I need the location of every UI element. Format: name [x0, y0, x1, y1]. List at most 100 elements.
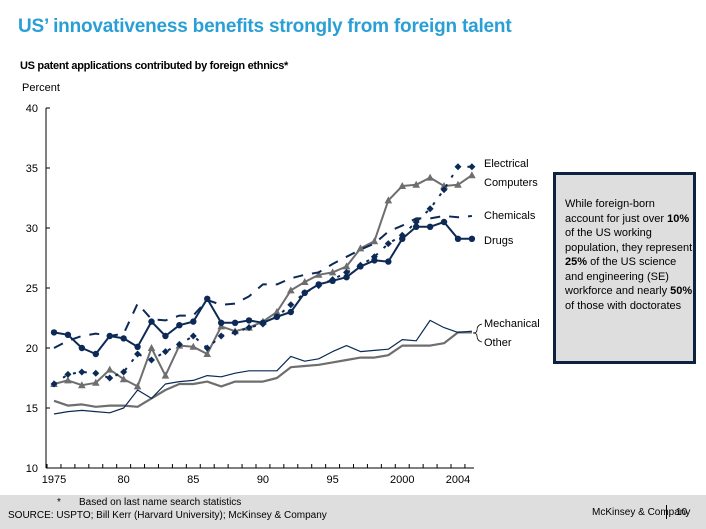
data-point: [106, 374, 114, 382]
data-point: [161, 371, 170, 379]
chart-legend: Electrical Computers Chemicals Drugs Mechani…: [472, 158, 540, 349]
data-point: [357, 263, 364, 270]
legend-label-other: Other: [484, 337, 512, 349]
data-point: [175, 340, 183, 348]
data-point: [217, 332, 225, 340]
data-point: [120, 335, 127, 342]
data-point: [399, 235, 406, 242]
series-line-chemicals: [53, 215, 472, 349]
data-point: [78, 344, 86, 352]
data-point: [106, 332, 113, 340]
footer-bar: * Based on last name search statistics S…: [0, 495, 706, 529]
data-point: [204, 295, 211, 302]
data-point: [64, 376, 72, 384]
chart-series: [50, 163, 476, 415]
data-point: [134, 350, 142, 358]
data-point: [50, 329, 58, 336]
data-point: [343, 268, 351, 276]
data-point: [189, 332, 197, 340]
data-point: [356, 244, 365, 252]
data-point: [203, 350, 212, 357]
data-point: [105, 365, 114, 373]
data-point: [133, 382, 142, 390]
data-point: [412, 180, 420, 188]
data-point: [440, 182, 448, 189]
line-chart: 10 15 20 25 30 35 40 1975 80 85 90 95 2000 2004 Elect…: [26, 103, 540, 486]
data-point: [245, 317, 253, 324]
legend-label-chemicals: Chemicals: [484, 210, 536, 222]
data-point: [273, 308, 281, 315]
series-chemicals: [53, 215, 472, 349]
y-tick-label: 15: [26, 403, 38, 415]
data-point: [148, 356, 156, 364]
y-axis-unit-label: Percent: [22, 82, 60, 94]
chart-axes: 10 15 20 25 30 35 40 1975 80 85 90 95 2000 2004: [26, 103, 474, 486]
callout-segment: of the US working population, they repre…: [565, 227, 693, 254]
y-tick-label: 40: [26, 103, 38, 115]
series-line-electrical: [53, 165, 472, 385]
data-point: [343, 274, 350, 281]
callout-segment: While foreign-born account for just over: [565, 198, 668, 225]
data-point: [120, 368, 128, 376]
data-point: [468, 171, 476, 179]
callout-segment: of the US science and engineering (SE) w…: [565, 256, 677, 297]
data-point: [454, 180, 462, 188]
legend-label-drugs: Drugs: [484, 235, 514, 247]
x-tick-label: 2004: [446, 474, 470, 486]
footnote-text: Based on last name search statistics: [79, 497, 242, 508]
x-tick-label: 85: [187, 474, 199, 486]
data-point: [92, 369, 100, 377]
data-point: [454, 163, 462, 171]
series-computers: [50, 171, 476, 390]
data-point: [64, 331, 72, 338]
data-point: [328, 268, 337, 276]
data-point: [287, 286, 295, 294]
series-line-mechanical: [53, 319, 472, 415]
x-tick-label: 1975: [42, 474, 66, 486]
data-point: [426, 223, 434, 230]
data-point: [398, 182, 407, 189]
series-mechanical: [53, 319, 472, 415]
data-point: [217, 319, 225, 326]
data-point: [91, 378, 100, 386]
data-point: [231, 328, 239, 336]
data-point: [161, 348, 169, 356]
series-electrical: [50, 163, 476, 388]
data-point: [189, 342, 198, 350]
data-point: [203, 344, 211, 352]
data-point: [426, 205, 434, 213]
data-point: [92, 350, 99, 358]
series-line-computers: [53, 174, 473, 388]
series-other: [53, 331, 472, 408]
callout-text: While foreign-born account for just over…: [565, 197, 693, 313]
data-point: [245, 324, 253, 332]
footnote-marker: *: [57, 497, 61, 508]
data-point: [50, 380, 58, 388]
data-point: [259, 319, 267, 326]
brand-name: McKinsey & Company: [592, 507, 691, 518]
data-point: [315, 281, 322, 288]
data-point: [454, 235, 462, 242]
data-point: [78, 381, 86, 389]
data-point: [300, 278, 309, 285]
data-point: [412, 218, 420, 226]
data-point: [273, 313, 281, 320]
y-tick-label: 30: [26, 223, 38, 235]
data-point: [301, 289, 308, 296]
data-point: [231, 319, 239, 326]
y-tick-label: 10: [26, 463, 38, 475]
data-point: [64, 370, 72, 378]
slide-title: US’ innovativeness benefits strongly fro…: [18, 16, 512, 37]
data-point: [287, 301, 295, 309]
data-point: [176, 322, 183, 329]
data-point: [426, 173, 434, 181]
data-point: [314, 270, 323, 278]
callout-box: While foreign-born account for just over…: [553, 172, 696, 364]
data-point: [342, 262, 351, 270]
chart-subtitle: US patent applications contributed by fo…: [20, 60, 288, 72]
data-point: [370, 237, 379, 245]
data-point: [134, 343, 141, 350]
data-point: [440, 218, 448, 226]
y-tick-label: 35: [26, 163, 38, 175]
data-point: [468, 235, 476, 242]
